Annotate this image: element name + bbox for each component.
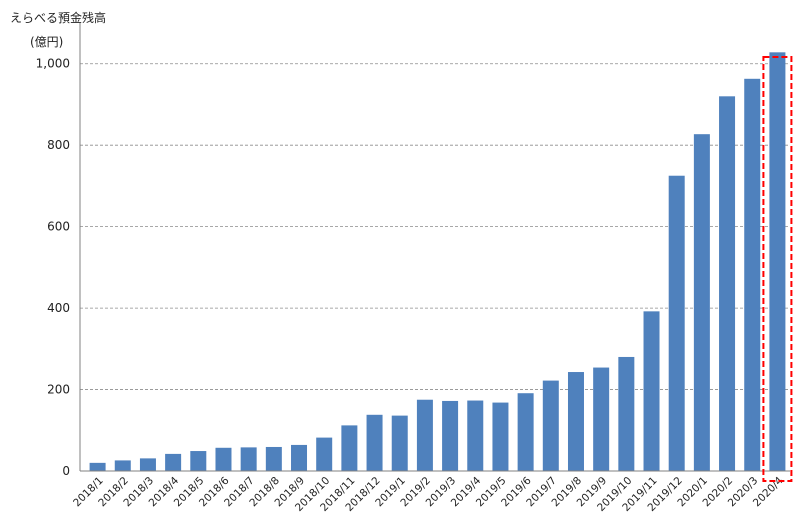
y-tick-label: 200 (47, 383, 70, 397)
bar (643, 311, 660, 471)
bar (769, 52, 786, 471)
y-tick-label: 600 (47, 220, 70, 234)
bar (517, 393, 534, 471)
y-tick-label: 800 (47, 138, 70, 152)
bar (744, 78, 761, 472)
bar (316, 437, 333, 471)
bar (366, 414, 383, 471)
bar (542, 380, 559, 471)
bar (593, 367, 610, 471)
y-tick-label: 0 (62, 464, 70, 478)
bar (442, 400, 459, 471)
y-axis-unit: (億円) (30, 35, 63, 49)
bar (240, 447, 257, 471)
y-axis-title: えらべる預金残高 (10, 10, 106, 25)
x-axis-ticks: 2018/12018/22018/32018/42018/52018/62018… (71, 474, 786, 514)
bar (492, 402, 509, 471)
bar (139, 458, 156, 471)
bar (719, 96, 736, 472)
bars (89, 52, 786, 472)
bar (165, 453, 182, 471)
bar (190, 451, 207, 471)
bar (265, 446, 282, 471)
bar (341, 425, 358, 471)
y-tick-label: 1,000 (36, 57, 70, 71)
bar (467, 400, 484, 471)
y-axis-ticks: 0 200 400 600 800 1,000 (36, 57, 70, 478)
bar (668, 175, 685, 471)
bar (291, 444, 308, 471)
highlight-box (762, 56, 793, 482)
y-tick-label: 400 (47, 301, 70, 315)
bar (114, 460, 131, 471)
bar (416, 399, 433, 471)
bar (618, 356, 635, 471)
bar (567, 372, 584, 471)
bar (215, 447, 232, 471)
bar (693, 134, 710, 471)
bar (89, 462, 106, 471)
bar (391, 415, 408, 471)
